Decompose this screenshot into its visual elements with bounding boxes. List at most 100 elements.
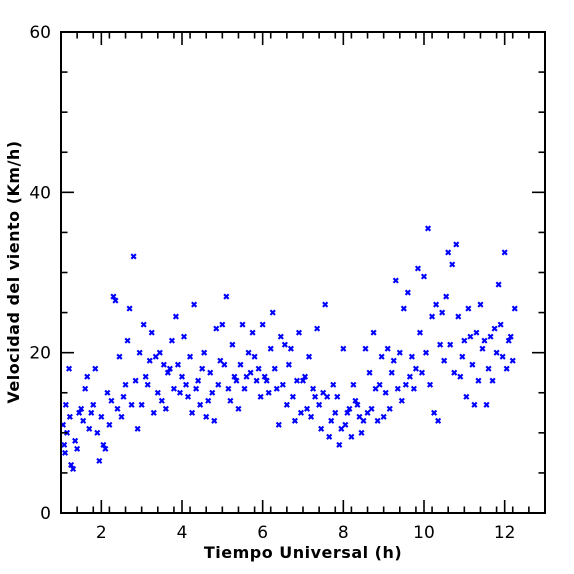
data-point: [465, 305, 472, 312]
data-point: [261, 373, 268, 380]
data-point: [380, 413, 387, 420]
data-point: [128, 401, 135, 408]
axis-ticks: [61, 31, 545, 514]
data-point: [479, 345, 486, 352]
x-tick-label: 10: [413, 523, 435, 543]
data-point: [340, 345, 347, 352]
data-point: [237, 361, 244, 368]
data-point: [501, 249, 508, 256]
data-point: [449, 261, 456, 268]
data-point: [293, 377, 300, 384]
data-point: [308, 413, 315, 420]
x-tick-label: 2: [96, 523, 107, 543]
data-point: [132, 377, 139, 384]
data-point: [447, 341, 454, 348]
data-point: [114, 405, 121, 412]
data-point: [477, 301, 484, 308]
data-point: [88, 409, 95, 416]
data-point: [108, 397, 115, 404]
data-point: [227, 397, 234, 404]
data-point: [68, 461, 75, 468]
data-point: [191, 301, 198, 308]
data-point: [158, 397, 165, 404]
data-point: [66, 413, 73, 420]
data-point: [471, 401, 478, 408]
data-point: [140, 321, 147, 328]
data-point: [328, 417, 335, 424]
data-point: [180, 333, 188, 340]
data-point: [299, 377, 307, 384]
data-point: [443, 293, 450, 300]
data-point: [162, 405, 169, 412]
data-point: [265, 389, 272, 396]
data-point: [166, 365, 173, 372]
data-point: [263, 377, 270, 384]
data-point: [439, 309, 446, 316]
data-point: [493, 349, 500, 356]
data-point: [336, 441, 343, 448]
data-point: [62, 401, 69, 408]
data-point: [366, 369, 373, 376]
data-point: [441, 357, 448, 364]
data-point: [247, 369, 254, 376]
data-point: [245, 349, 252, 356]
data-point: [370, 329, 377, 336]
data-point: [241, 385, 248, 392]
data-point: [130, 253, 137, 260]
data-point: [78, 405, 85, 412]
data-point: [116, 353, 123, 360]
x-tick-labels: 2 4 6 8 10 12: [96, 523, 516, 543]
y-tick-label: 20: [29, 344, 51, 364]
data-point: [182, 381, 190, 388]
data-point: [185, 393, 192, 400]
data-point: [372, 385, 379, 392]
data-point: [150, 409, 157, 416]
data-point: [61, 441, 68, 448]
data-point: [330, 381, 337, 388]
data-point: [86, 425, 93, 432]
data-point: [489, 377, 496, 384]
data-point: [491, 325, 498, 332]
data-point: [404, 289, 411, 296]
data-point: [118, 413, 125, 420]
data-point: [469, 361, 476, 368]
data-point: [66, 365, 73, 372]
data-point: [422, 349, 430, 356]
data-point: [275, 421, 282, 428]
y-axis-label: Velocidad del viento (Km/h): [4, 140, 23, 403]
data-point: [98, 413, 105, 420]
data-point: [418, 369, 426, 376]
data-points: [59, 225, 518, 472]
data-point: [427, 381, 434, 388]
data-point: [164, 369, 171, 376]
data-point: [201, 349, 208, 356]
data-point: [257, 393, 264, 400]
data-point: [306, 353, 313, 360]
data-point: [344, 409, 351, 416]
data-point: [96, 457, 103, 464]
data-point: [301, 373, 309, 380]
data-point: [402, 381, 409, 388]
data-point: [382, 389, 389, 396]
data-point: [374, 417, 381, 424]
data-point: [505, 337, 512, 344]
data-point: [92, 365, 99, 372]
data-point: [176, 389, 184, 396]
data-point: [189, 409, 196, 416]
data-point: [291, 417, 298, 424]
data-point: [124, 337, 131, 344]
data-point: [267, 345, 274, 352]
data-point: [271, 365, 278, 372]
data-point: [352, 397, 359, 404]
data-point: [199, 365, 206, 372]
data-point: [509, 357, 516, 364]
data-point: [277, 333, 284, 340]
data-point: [217, 357, 224, 364]
data-point: [378, 353, 385, 360]
data-point: [437, 341, 444, 348]
data-point: [152, 353, 159, 360]
data-point: [104, 389, 111, 396]
data-point: [316, 401, 323, 408]
data-point: [453, 241, 460, 248]
